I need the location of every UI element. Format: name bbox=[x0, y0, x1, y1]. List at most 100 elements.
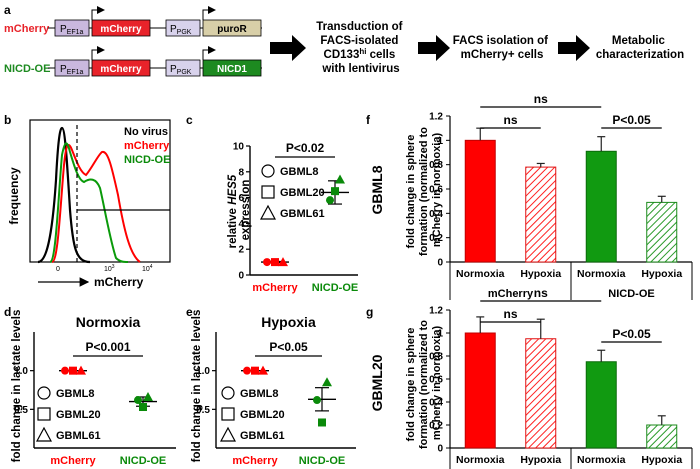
puror-gene-box bbox=[202, 19, 262, 37]
chart-g: 0 0.2 0.4 0.6 0.8 1 1.2 Normoxia Hypoxia Normoxia… bbox=[429, 286, 693, 469]
tick-label: 0 bbox=[56, 266, 60, 273]
data-point-gbml20 bbox=[271, 258, 279, 267]
chart-c: 0 2 4 6 8 10 mCherry NICD-OE P<0.02 GBML8 GBML20 GB… bbox=[233, 141, 358, 294]
y-tick-label: 1.2 bbox=[429, 112, 443, 123]
histogram-xlabel: mCherry bbox=[94, 275, 144, 289]
annotation-label: ns bbox=[534, 92, 548, 106]
workflow-step2: FACS isolation of mCherry+ cells bbox=[453, 35, 551, 61]
y-tick-label: 6 bbox=[238, 193, 244, 204]
pef-promoter-box bbox=[54, 19, 90, 37]
transcription-arrow-icon bbox=[91, 6, 105, 20]
mcherry-gene-box bbox=[91, 59, 151, 77]
g-side-label: GBML20 bbox=[369, 354, 385, 411]
bar-normoxia bbox=[585, 150, 617, 263]
construct-nicd: NICD-OE PEF1a mCherry PPGK NICD1 bbox=[4, 46, 262, 77]
y-tick-label: 1.2 bbox=[429, 306, 443, 317]
pef-promoter-text: PEF1a bbox=[60, 64, 84, 76]
panel-label-e: e bbox=[186, 305, 193, 319]
mcherry-gene-box bbox=[91, 19, 151, 37]
y-tick-label: 0.4 bbox=[429, 398, 443, 409]
legend-square-icon bbox=[221, 407, 235, 421]
y-tick-label: 2 bbox=[238, 245, 244, 256]
construct-mcherry: mCherry PEF1a mCherry PPGK puroR bbox=[4, 6, 262, 37]
p-value-label: P<0.05 bbox=[269, 340, 308, 354]
category-label: Normoxia bbox=[456, 268, 505, 280]
data-point-gbml8 bbox=[326, 196, 334, 205]
data-point-gbml61 bbox=[322, 377, 332, 387]
legend-triangle-icon bbox=[259, 204, 277, 220]
y-tick-label: 10 bbox=[233, 142, 245, 153]
category-label: Hypoxia bbox=[520, 454, 561, 466]
legend-nicd-oe: NICD-OE bbox=[124, 154, 170, 166]
y-tick-label: 0.8 bbox=[429, 160, 443, 171]
annotation-label: ns bbox=[503, 113, 517, 127]
chart-f: 0 0.2 0.4 0.6 0.8 1 1.2 Normoxia Hypoxia Normoxia… bbox=[429, 92, 693, 300]
y-tick-label: 0.5 bbox=[14, 405, 28, 416]
bar-normoxia bbox=[464, 139, 496, 263]
c-ylabel: relative HES5 expression bbox=[227, 172, 252, 249]
legend-no-virus: No virus bbox=[124, 126, 168, 138]
p-value-label: P<0.05 bbox=[612, 113, 651, 127]
legend-label: GBML61 bbox=[56, 430, 101, 442]
legend-label: GBML20 bbox=[56, 409, 101, 421]
annotation-label: ns bbox=[503, 307, 517, 321]
workflow-step3: Metabolic characterization bbox=[596, 35, 684, 61]
panel-label-d: d bbox=[4, 305, 11, 319]
puror-gene-text: puroR bbox=[217, 24, 247, 35]
data-point-gbml61 bbox=[143, 391, 153, 401]
g-ylabel: fold change in sphere formation (normali… bbox=[405, 317, 443, 449]
legend-label: GBML8 bbox=[240, 388, 279, 400]
pgk-promoter-box bbox=[165, 19, 201, 37]
legend-label: GBML61 bbox=[240, 430, 285, 442]
y-tick-label: 0.4 bbox=[429, 209, 443, 220]
tick-label: 104 bbox=[142, 264, 153, 273]
category-label: Hypoxia bbox=[641, 268, 682, 280]
e-ylabel: fold change in lactate levels bbox=[191, 310, 203, 463]
bar-hypoxia bbox=[525, 166, 557, 263]
construct-nicd-label: NICD-OE bbox=[4, 63, 50, 75]
y-tick-label: 1 bbox=[437, 136, 443, 147]
category-label: Hypoxia bbox=[520, 268, 561, 280]
legend-label: GBML20 bbox=[240, 409, 285, 421]
bar-normoxia bbox=[464, 332, 496, 449]
category-label: mCherry bbox=[232, 455, 278, 467]
legend-square-icon bbox=[37, 407, 51, 421]
y-tick-label: 4 bbox=[238, 219, 244, 230]
panel-label-a: a bbox=[4, 3, 11, 17]
category-label: Normoxia bbox=[456, 454, 505, 466]
p-value-label: P<0.02 bbox=[286, 141, 325, 155]
transcription-arrow-icon bbox=[91, 46, 105, 60]
f-ylabel: fold change in sphere formation (normali… bbox=[405, 124, 443, 256]
panel-label-g: g bbox=[366, 305, 373, 319]
data-point-gbml61 bbox=[278, 257, 288, 267]
y-tick-label: 8 bbox=[238, 167, 244, 178]
legend-label: GBML20 bbox=[280, 187, 325, 199]
legend-circle-icon bbox=[261, 164, 275, 178]
transcription-arrow-icon bbox=[202, 46, 216, 60]
legend-triangle-icon bbox=[35, 426, 53, 442]
workflow-arrow-icon bbox=[418, 35, 450, 61]
legend-label: GBML8 bbox=[280, 166, 319, 178]
data-point-gbml61 bbox=[335, 174, 345, 184]
category-label: mCherry bbox=[50, 455, 96, 467]
y-tick-label: 0.6 bbox=[429, 185, 443, 196]
y-tick-label: 1.0 bbox=[14, 366, 28, 377]
construct-mcherry-label: mCherry bbox=[4, 23, 50, 35]
panel-label-b: b bbox=[4, 113, 11, 127]
y-tick-label: 0 bbox=[437, 258, 443, 269]
workflow: Transduction of FACS-isolated CD133hi ce… bbox=[270, 21, 684, 75]
chart-e: 0.5 1.0 mCherry NICD-OE P<0.05 Hypoxia GBML8 GB… bbox=[196, 314, 356, 467]
legend-circle-icon bbox=[37, 386, 51, 400]
data-point-gbml20 bbox=[251, 366, 259, 375]
d-ylabel: fold change in lactate levels bbox=[11, 310, 23, 463]
y-tick-label: 0.8 bbox=[429, 352, 443, 363]
legend-square-icon bbox=[261, 185, 275, 199]
mcherry-gene-text: mCherry bbox=[100, 64, 142, 75]
category-label: Hypoxia bbox=[641, 454, 682, 466]
panel-title: Normoxia bbox=[76, 314, 141, 330]
group-label: NICD-OE bbox=[608, 288, 654, 300]
workflow-step1: Transduction of FACS-isolated CD133hi ce… bbox=[316, 21, 405, 75]
y-tick-label: 1 bbox=[437, 329, 443, 340]
panel-label-f: f bbox=[366, 113, 371, 127]
data-point-gbml61 bbox=[76, 365, 86, 375]
